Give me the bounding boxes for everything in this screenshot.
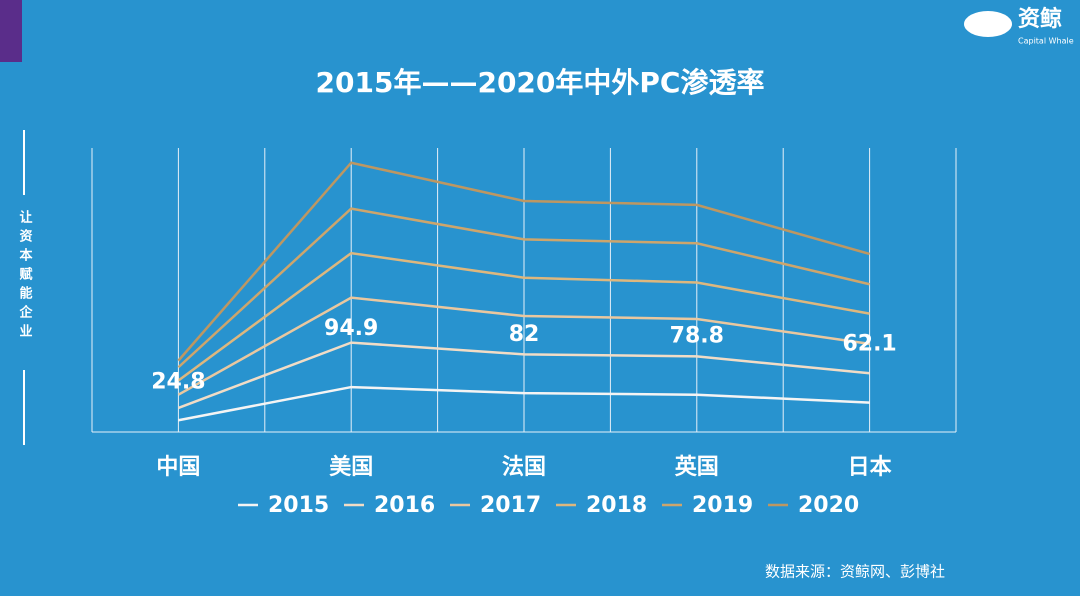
x-tick-label: 英国	[675, 455, 719, 480]
data-label: 62.1	[842, 332, 896, 357]
data-label: 24.8	[151, 369, 205, 394]
legend-label: 2020	[798, 493, 859, 518]
logo-icon	[964, 11, 1012, 37]
legend-label: 2015	[268, 493, 329, 518]
data-label: 78.8	[670, 324, 724, 349]
chart-title: 2015年——2020年中外PC渗透率	[316, 66, 765, 99]
data-label: 94.9	[324, 316, 378, 341]
corner-block	[0, 0, 22, 62]
x-tick-label: 日本	[848, 455, 892, 480]
series-line	[178, 385, 870, 422]
legend-label: 2017	[480, 493, 541, 518]
series-line	[177, 207, 870, 369]
logo-subtitle: Capital Whale	[1018, 37, 1074, 46]
logo-name: 资鲸	[1018, 6, 1062, 32]
data-label: 82	[509, 322, 540, 347]
source-note: 数据来源：资鲸网、彭博社	[765, 563, 945, 581]
x-tick-label: 中国	[156, 455, 200, 480]
series-line	[177, 251, 870, 382]
series-line	[177, 161, 870, 362]
x-tick-label: 法国	[502, 455, 546, 480]
legend-label: 2019	[692, 493, 753, 518]
legend-label: 2018	[586, 493, 647, 518]
series-line	[177, 296, 870, 396]
legend-label: 2016	[374, 493, 435, 518]
side-text: 让资本赋能企业	[17, 209, 34, 343]
series-line	[177, 341, 870, 410]
x-tick-label: 美国	[329, 454, 373, 480]
